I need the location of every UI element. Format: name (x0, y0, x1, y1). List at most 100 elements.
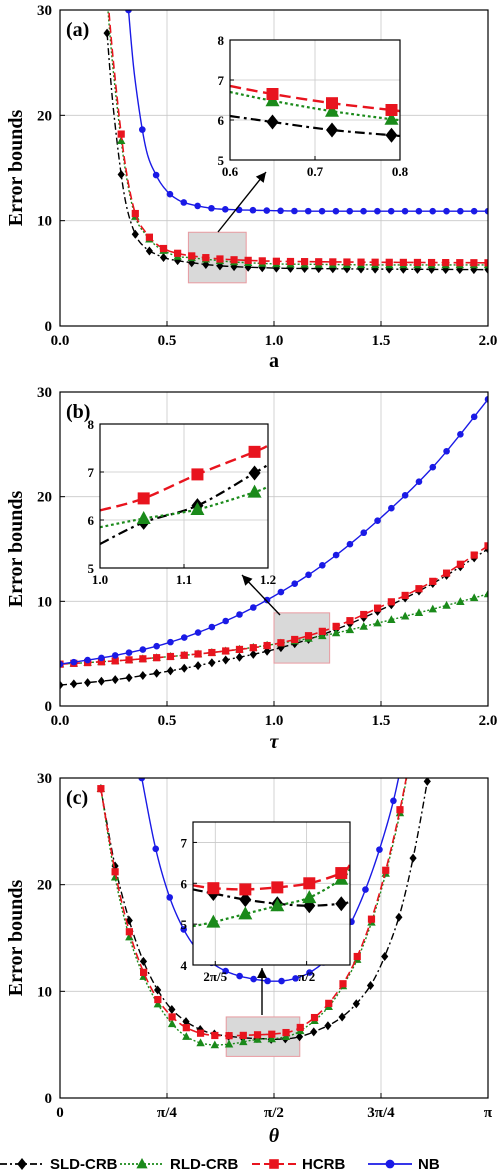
panel-2-hcrb-point (310, 1013, 319, 1022)
panel-1-nb-point (443, 447, 450, 455)
panel-1-nb-point (153, 642, 160, 650)
panel-0-hcrb-point (470, 259, 478, 267)
panel-1-nb-point (332, 551, 340, 559)
panel-0-nb-point (304, 207, 312, 215)
y-axis-label: Error bounds (5, 880, 27, 997)
panel-2-sld-point (295, 1032, 304, 1042)
y-tick-label: 20 (37, 108, 52, 124)
legend-label: HCRB (302, 1156, 345, 1173)
panel-1-sld-point (180, 663, 188, 673)
panel-1-hcrb-point (222, 647, 230, 655)
x-tick-label: 0 (56, 1105, 64, 1121)
panel-0-hcrb-point (371, 258, 379, 266)
x-tick-label: 1.5 (372, 333, 391, 349)
chart-panel-2: 0 π/4 π/2 3π/4 π 0 10 20 30 θ Error bounds (c) 2π/5 π… (5, 732, 493, 1147)
panel-1-nb-point (429, 463, 437, 471)
panel-1-nb-point (84, 656, 91, 664)
panel-1-nb-point (249, 604, 257, 611)
panel-0-nb-point (360, 207, 367, 215)
panel-0-hcrb-point (159, 244, 168, 253)
panel-1-nb-point (70, 658, 78, 666)
inset-1: 1.0 1.1 1.2 5 6 7 8 (88, 417, 277, 587)
panel-0-nb-point (332, 207, 340, 215)
panel-2-nb-point (404, 732, 411, 739)
panel-1-hcrb-point (456, 560, 464, 568)
panel-1-nb-point (415, 478, 423, 485)
panel-1-nb-point (139, 646, 147, 653)
panel-0-nb-point (374, 207, 381, 215)
panel-1-nb-point (277, 588, 285, 596)
panel-2-hcrb-point (353, 952, 361, 961)
inset-0-sld-point (385, 127, 398, 143)
panel-2-nb-point (180, 926, 187, 933)
inset-y-tick-label: 8 (218, 33, 225, 48)
panel-1-hcrb-point (401, 591, 409, 600)
panel-2-nb-point (376, 846, 383, 853)
panel-2-hcrb-point (196, 1029, 205, 1037)
legend-label: NB (418, 1156, 440, 1173)
inset-x-tick-label: 0.7 (307, 164, 324, 179)
inset-x-tick-label: 1.1 (176, 572, 192, 587)
panel-1-hcrb-point (429, 577, 437, 585)
panel-2-nb-point (152, 845, 160, 853)
panel-1-hcrb-point (235, 645, 244, 654)
panel-0-sld-point (131, 229, 139, 239)
panel-1-sld-point (166, 666, 175, 676)
panel-0-hcrb-point (174, 249, 182, 257)
panel-1-rld-point (428, 604, 437, 613)
inset-y-tick-label: 6 (181, 876, 188, 891)
panel-0-nb-point (152, 171, 160, 179)
zoom-arrow-head (242, 575, 253, 586)
y-tick-label: 0 (45, 699, 53, 715)
panel-1-hcrb-point (97, 658, 106, 666)
panel-2-hcrb-point (182, 1024, 190, 1032)
panel-2-hcrb-point (225, 1032, 233, 1040)
inset-x-tick-label: 0.8 (392, 164, 409, 179)
inset-y-tick-label: 7 (88, 465, 95, 480)
panel-0-hcrb-point (399, 258, 407, 266)
panel-2-sld-point (395, 912, 403, 922)
panel-1-sld-point (97, 676, 106, 686)
x-tick-label: 1.0 (265, 713, 284, 729)
panel-0-hcrb-point (385, 258, 393, 266)
panel-2-sld-point (139, 956, 148, 966)
panel-2-rld-point (182, 1032, 191, 1040)
inset-1-hcrb-point (191, 468, 204, 481)
y-tick-label: 30 (37, 771, 52, 787)
panel-2-nb-point (250, 975, 257, 983)
panel-2-hcrb-point (168, 1013, 176, 1021)
panel-2-hcrb-point (111, 868, 119, 876)
chart-panel-0: 0.0 0.5 1.0 1.5 2.0 0 10 20 30 a Error bounds (a) 0.… (5, 3, 497, 372)
panel-0-nb-line (127, 10, 488, 212)
inset-2-rld-point (238, 906, 253, 920)
panel-2-nb-point (390, 797, 397, 805)
panel-2-hcrb-point (211, 1031, 219, 1040)
x-tick-label: 2.0 (479, 713, 498, 729)
inset-2-hcrb-point (207, 882, 220, 895)
panel-1-hcrb-point (194, 650, 202, 658)
panel-0-nb-point (484, 207, 488, 215)
panel-label: (b) (66, 401, 90, 423)
x-tick-label: 3π/4 (367, 1105, 395, 1121)
inset-2-rld-point (270, 898, 285, 912)
panel-0-nb-point (208, 204, 215, 212)
panel-1-sld-point (70, 679, 78, 689)
x-axis-label: θ (269, 1125, 280, 1147)
inset-y-tick-label: 5 (181, 917, 188, 932)
panel-2-sld-point (154, 985, 162, 995)
panel-1-rld-point (345, 625, 355, 634)
inset-1-rld-point (247, 484, 262, 498)
panel-1-nb-point (388, 504, 395, 512)
x-axis-label: a (269, 350, 279, 372)
x-tick-label: 0.0 (51, 333, 70, 349)
panel-0-hcrb-point (202, 254, 210, 262)
panel-1-nb-point (457, 431, 464, 438)
panel-1-hcrb-point (111, 657, 119, 665)
inset-y-tick-label: 4 (181, 958, 188, 973)
panel-1-nb-point (208, 623, 216, 631)
panel-0-sld-point (117, 170, 125, 180)
inset-0-hcrb-point (266, 88, 279, 100)
panel-0-nb-point (470, 207, 478, 215)
panel-0-sld-point (427, 264, 436, 274)
